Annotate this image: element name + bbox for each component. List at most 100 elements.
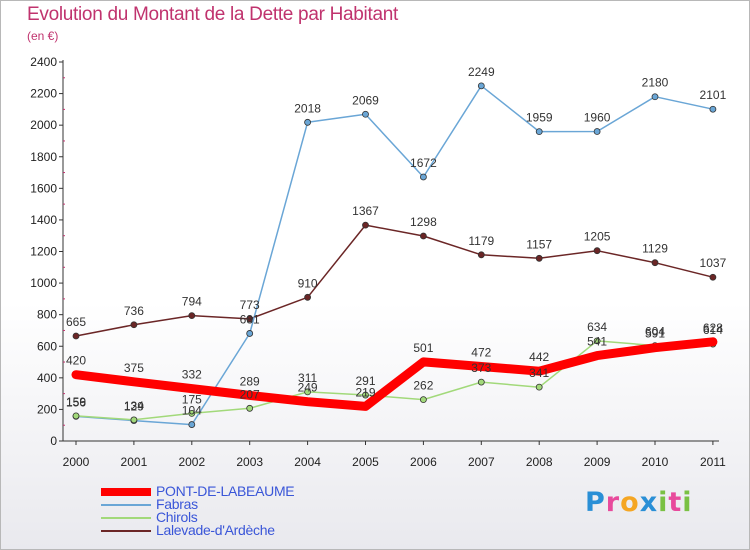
data-point [130,416,138,424]
data-point [72,412,80,420]
data-label: 1298 [410,215,437,229]
logo-letter: r [605,487,621,518]
data-label: 541 [587,335,607,349]
data-label: 219 [355,385,375,399]
series-line-0 [71,337,718,411]
data-label: 207 [240,387,260,401]
data-label: 604 [645,325,665,339]
legend-label: Fabras [156,496,198,512]
data-label: 665 [66,315,86,329]
data-label: 1157 [526,237,552,251]
data-point [304,388,312,396]
data-point [188,312,196,320]
series-line-3 [75,224,714,337]
x-tick-label: 2008 [526,455,553,469]
proxiti-logo: Proxiti [585,487,693,518]
data-label: 156 [66,395,86,409]
data-point [130,378,138,386]
data-label: 910 [298,276,318,290]
data-point [304,118,312,126]
logo-letter: x [639,487,659,518]
x-tick-label: 2007 [468,455,495,469]
data-point [246,404,254,412]
data-point [651,259,659,267]
y-tick-label: 200 [37,402,57,416]
data-point [709,338,717,346]
data-point [709,105,717,113]
data-label: 1959 [526,111,553,125]
data-label: 129 [124,400,144,414]
data-label: 104 [182,404,202,418]
y-tick-label: 400 [37,371,57,385]
x-tick-label: 2002 [178,455,205,469]
data-point [419,173,427,181]
data-point [535,367,543,375]
data-point [362,110,369,118]
data-point [362,391,369,399]
data-label: 332 [182,368,202,382]
legend-swatch-chirols [101,517,151,519]
data-label: 1179 [468,234,494,248]
y-tick-label: 1800 [30,150,57,164]
data-point [188,409,196,417]
data-point [477,82,485,90]
data-point [246,391,254,399]
data-point [304,398,312,406]
data-point [304,293,312,301]
data-label: 442 [529,350,549,364]
data-point [188,385,196,393]
data-point [72,371,80,379]
data-label: 1672 [410,156,437,170]
data-label: 2101 [700,88,727,102]
data-point [362,221,369,229]
data-label: 634 [587,320,607,334]
data-label: 1960 [584,110,611,124]
data-label: 681 [240,312,260,326]
data-label: 159 [66,395,86,409]
legend-label: Chirols [156,509,198,525]
data-point [188,421,196,428]
chart-subtitle: (en €) [27,29,59,43]
legend-label: Lalevade-d'Ardèche [156,522,275,538]
data-label: 1367 [352,204,379,218]
data-point [477,378,485,386]
data-label: 2069 [352,93,379,107]
data-label: 794 [182,295,202,309]
data-label: 614 [703,323,723,337]
logo-letter: o [620,487,640,518]
y-tick-label: 2400 [30,55,57,69]
data-label: 628 [703,321,723,335]
logo-letter: t [668,487,683,518]
x-tick-label: 2010 [642,455,669,469]
x-tick-label: 2006 [410,455,437,469]
x-tick-label: 2000 [63,455,90,469]
y-tick-label: 0 [50,434,57,448]
data-label: 1129 [642,242,668,256]
data-label: 134 [124,399,144,413]
data-point [593,128,601,135]
data-label: 472 [471,345,491,359]
logo-letter: P [585,487,606,518]
legend-label: PONT-DE-LABEAUME [156,483,295,499]
data-label: 1037 [700,256,727,270]
data-point [362,402,369,410]
data-label: 175 [182,392,202,406]
data-label: 2180 [642,76,669,90]
x-tick-label: 2011 [700,455,726,469]
series-line-1 [75,85,714,426]
data-label: 501 [413,341,433,355]
data-point [419,396,427,404]
data-label: 420 [66,354,86,368]
chart-title: Evolution du Montant de la Dette par Hab… [27,4,398,25]
y-tick-label: 1600 [30,181,57,195]
data-point [246,330,254,337]
data-label: 262 [413,379,433,393]
legend-swatch-pont-de-labeaume [101,488,151,496]
data-label: 373 [471,361,491,375]
data-point [246,315,254,323]
x-tick-label: 2005 [352,455,379,469]
data-label: 375 [124,361,144,375]
data-label: 341 [529,366,549,380]
